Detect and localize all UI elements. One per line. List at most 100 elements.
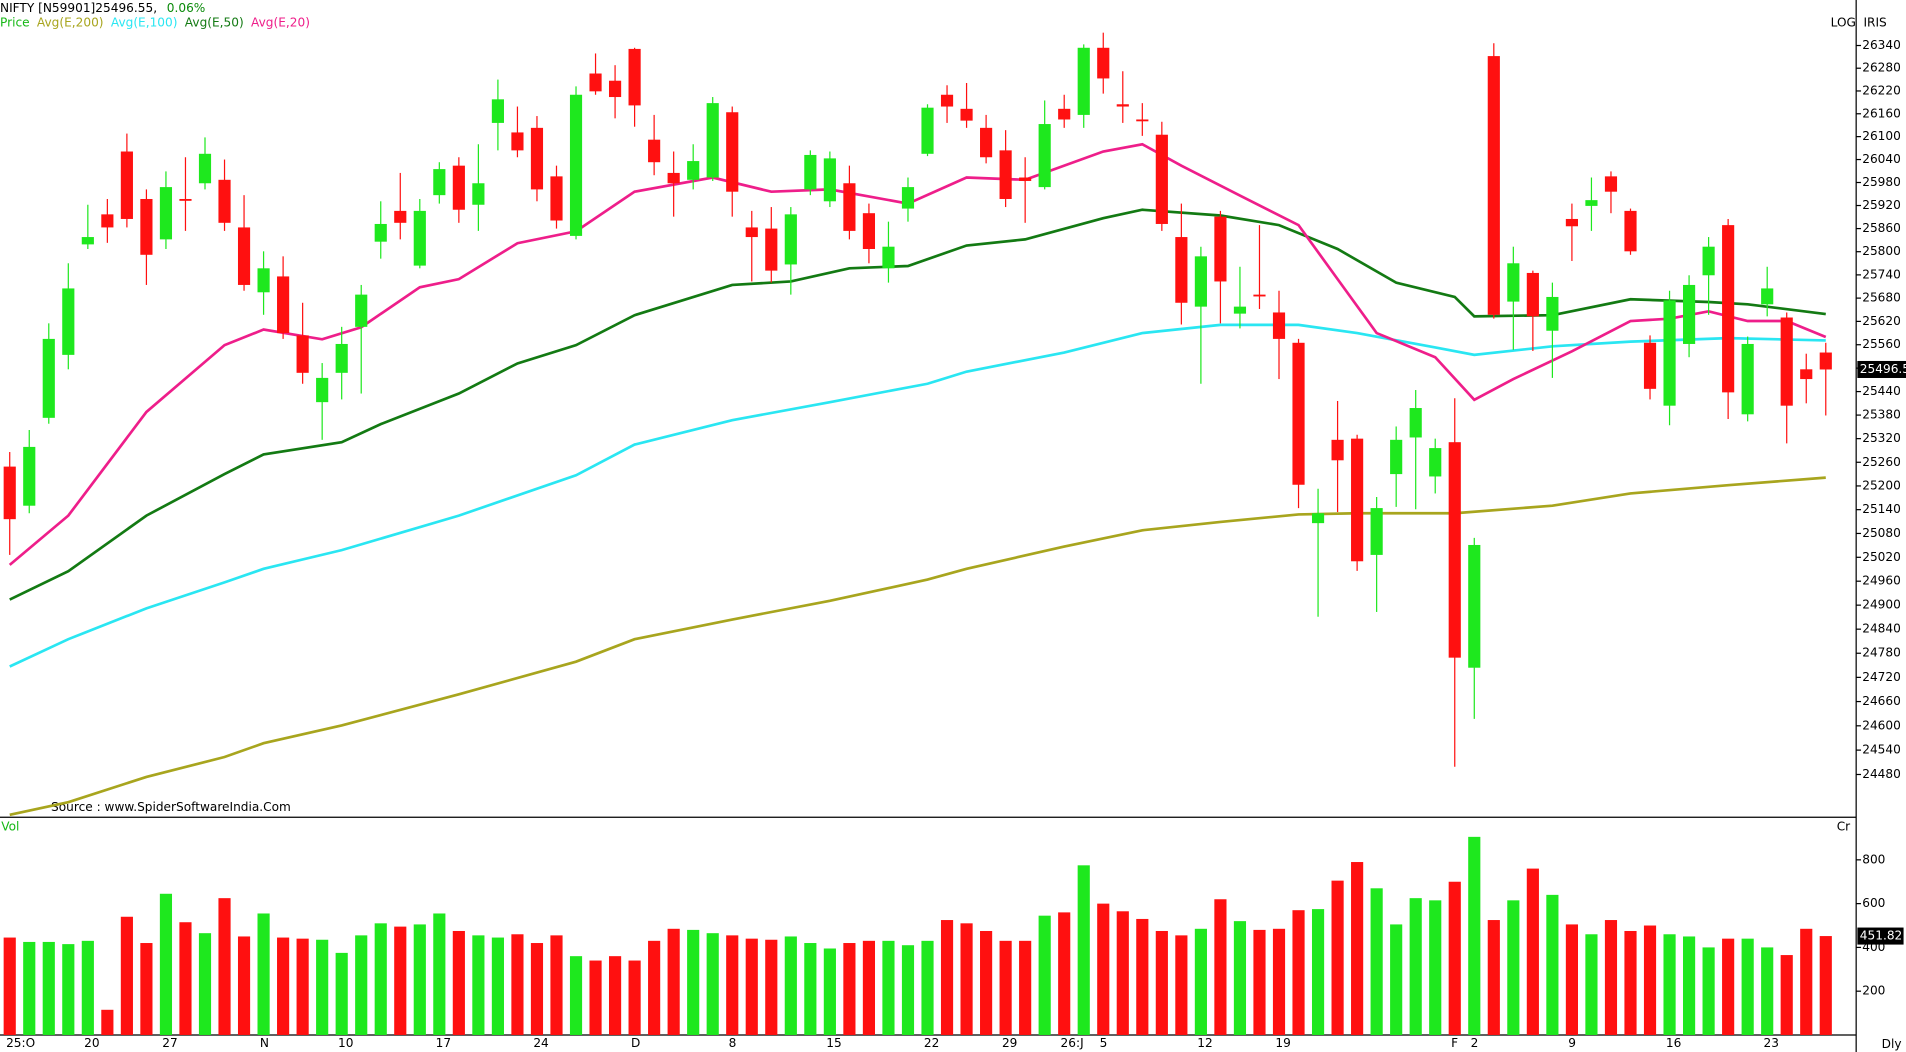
candle-body xyxy=(472,183,485,205)
y-tick-label: 25920 xyxy=(1862,198,1901,212)
candle-body xyxy=(648,139,661,163)
volume-bar xyxy=(277,937,290,1035)
volume-bar xyxy=(1116,911,1129,1035)
candle-body xyxy=(1448,442,1461,658)
volume-bar xyxy=(1097,903,1110,1035)
volume-bar xyxy=(980,930,993,1035)
candle-body xyxy=(1487,56,1500,315)
volume-bar xyxy=(179,922,192,1035)
volume-bar xyxy=(843,943,856,1035)
x-tick-label: 19 xyxy=(1275,1036,1290,1050)
candle-body xyxy=(940,94,954,107)
volume-bar xyxy=(1272,928,1286,1035)
y-tick-label: 24600 xyxy=(1862,718,1901,732)
candle-body xyxy=(589,73,602,92)
y-tick-label: 25440 xyxy=(1862,384,1901,398)
volume-bar xyxy=(1175,935,1188,1035)
moving-average xyxy=(9,208,1826,601)
volume-bar xyxy=(1136,918,1149,1035)
candle-body xyxy=(159,187,173,240)
candle-body xyxy=(687,161,700,180)
candle-body xyxy=(1214,216,1227,282)
candle-body xyxy=(1761,288,1774,305)
volume-bar xyxy=(1507,900,1520,1035)
volume-bar xyxy=(1331,880,1344,1035)
candle-body xyxy=(433,169,446,196)
y-tick-label: 25860 xyxy=(1862,221,1901,235)
candle-body xyxy=(277,276,290,334)
y-tick-label: 24780 xyxy=(1862,646,1901,660)
volume-bar xyxy=(472,935,485,1035)
y-tick-label: 26220 xyxy=(1862,83,1901,97)
volume-bar xyxy=(355,935,368,1035)
x-tick-label: 27 xyxy=(162,1036,177,1050)
volume-bar xyxy=(1683,936,1696,1035)
candle-body xyxy=(1800,369,1813,380)
y-tick-label: 24960 xyxy=(1862,574,1901,588)
volume-bar xyxy=(1585,934,1598,1035)
volume-bar xyxy=(140,943,153,1035)
candle-body xyxy=(608,80,622,98)
y-tick-label: 25260 xyxy=(1862,455,1901,469)
y-tick-label: 25800 xyxy=(1862,244,1901,258)
volume-bar xyxy=(862,940,876,1035)
candle-body xyxy=(1253,294,1266,297)
price-tag-bg xyxy=(1857,360,1906,378)
x-tick-label: F xyxy=(1451,1036,1458,1050)
candle-body xyxy=(1077,47,1090,115)
x-tick-label: 23 xyxy=(1764,1036,1779,1050)
y-tick-label: 26040 xyxy=(1862,152,1901,166)
y-tick-label: 26340 xyxy=(1862,38,1901,52)
y-tick-label: 600 xyxy=(1862,896,1885,910)
volume-bar xyxy=(882,940,895,1035)
candle-body xyxy=(316,377,329,403)
volume-bar xyxy=(901,945,915,1035)
candle-body xyxy=(1038,124,1051,188)
x-tick-label: N xyxy=(260,1036,269,1050)
change: 0.06% xyxy=(167,1,206,15)
candle-body xyxy=(1526,272,1539,317)
volume-bar xyxy=(921,940,934,1035)
candle-body xyxy=(843,183,856,231)
y-tick-label: 25620 xyxy=(1862,314,1901,328)
volume-bar xyxy=(3,937,16,1035)
x-tick-label: 24 xyxy=(533,1036,549,1050)
legend-entry: Avg(E,200) xyxy=(37,16,104,30)
volume-bar xyxy=(589,960,602,1035)
candle-body xyxy=(491,99,504,123)
x-tick-label: 17 xyxy=(436,1036,451,1050)
volume-label: Vol xyxy=(1,820,19,834)
candle-body xyxy=(921,107,934,154)
volume-bar xyxy=(1155,930,1168,1035)
volume-bar xyxy=(1604,920,1618,1035)
volume-bar xyxy=(1038,915,1051,1035)
candle-body xyxy=(1292,342,1305,485)
y-tick-label: 24840 xyxy=(1862,622,1901,636)
period-label: Dly xyxy=(1882,1037,1902,1051)
volume-bar xyxy=(628,960,641,1035)
volume-unit: Cr xyxy=(1837,820,1850,834)
candle-body xyxy=(452,165,465,210)
candle-body xyxy=(901,187,915,209)
volume-bar xyxy=(569,956,583,1035)
candle-body xyxy=(1019,177,1032,181)
candle-body xyxy=(140,198,153,255)
x-tick-label: 10 xyxy=(338,1036,353,1050)
volume-bar xyxy=(374,923,387,1035)
volume-bar xyxy=(1233,921,1247,1035)
y-tick-label: 25980 xyxy=(1862,175,1901,189)
volume-bar xyxy=(1546,894,1559,1035)
candle-body xyxy=(511,132,524,151)
volume-bar xyxy=(1780,955,1793,1035)
candle-body xyxy=(1097,47,1110,79)
candle-body xyxy=(1741,343,1754,415)
volume-bar xyxy=(784,936,797,1035)
legend-entry: Avg(E,50) xyxy=(185,16,244,30)
x-tick-label: D xyxy=(631,1036,640,1050)
volume-bar xyxy=(940,920,954,1035)
scale-label: LOG xyxy=(1831,16,1856,30)
volume-bar xyxy=(1253,929,1266,1035)
candle-body xyxy=(1546,296,1559,331)
volume-bar xyxy=(823,948,836,1035)
